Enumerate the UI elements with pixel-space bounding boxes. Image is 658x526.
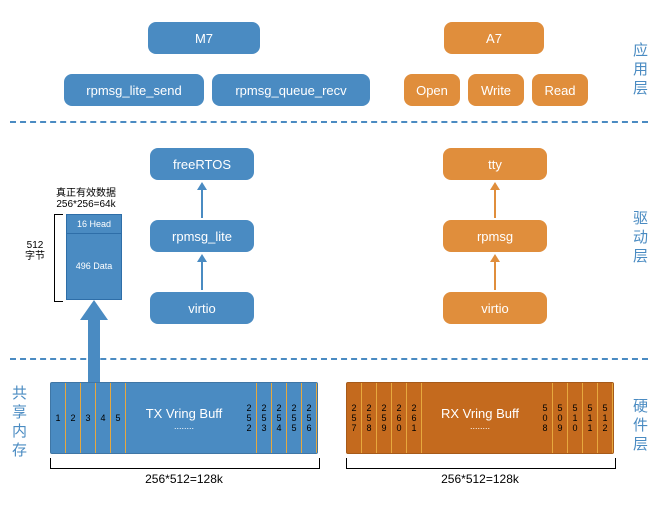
label-drv-layer: 驱动层 bbox=[629, 210, 650, 267]
rx-slot: 259 bbox=[377, 383, 392, 453]
tx-slot: 252 bbox=[242, 383, 257, 453]
rx-slot: 512 bbox=[598, 383, 613, 453]
box-rpmsg-lite-send: rpmsg_lite_send bbox=[64, 74, 204, 106]
arrow-virtio-to-rpmsglite bbox=[196, 254, 208, 290]
dash-app-drv bbox=[10, 121, 648, 123]
rx-slot: 258 bbox=[362, 383, 377, 453]
rx-vring-label: RX Vring Buff ........ bbox=[422, 383, 538, 453]
box-freertos: freeRTOS bbox=[150, 148, 254, 180]
tx-slot: 255 bbox=[287, 383, 302, 453]
packet-title: 真正有效数据 256*256=64k bbox=[36, 188, 136, 210]
bracket-rx bbox=[346, 458, 616, 469]
packet-head: 16 Head bbox=[67, 215, 121, 234]
arrow-virtio-to-rpmsg bbox=[489, 254, 501, 290]
tx-vring-dots: ........ bbox=[174, 421, 194, 431]
bracket-packet bbox=[54, 214, 63, 302]
rx-vring-dots: ........ bbox=[470, 421, 490, 431]
box-write: Write bbox=[468, 74, 524, 106]
rx-caption: 256*512=128k bbox=[346, 472, 614, 486]
tx-slot: 5 bbox=[111, 383, 126, 453]
box-tty: tty bbox=[443, 148, 547, 180]
wide-arrow-slot-to-packet bbox=[78, 300, 110, 384]
packet-title-l1: 真正有效数据 bbox=[56, 188, 116, 199]
tx-slot: 3 bbox=[81, 383, 96, 453]
tx-slot: 253 bbox=[257, 383, 272, 453]
arrow-rpmsg-to-tty bbox=[489, 182, 501, 218]
tx-slot: 1 bbox=[51, 383, 66, 453]
rx-slot: 508 bbox=[538, 383, 553, 453]
tx-slot: 2 bbox=[66, 383, 81, 453]
packet-bytes-unit: 字节 bbox=[25, 251, 45, 262]
rx-slot: 510 bbox=[568, 383, 583, 453]
tx-vring: 1 2 3 4 5 TX Vring Buff ........ 252 253… bbox=[50, 382, 318, 454]
tx-vring-label-text: TX Vring Buff bbox=[146, 406, 223, 421]
box-m7: M7 bbox=[148, 22, 260, 54]
bracket-tx bbox=[50, 458, 320, 469]
packet-bytes: 512 字节 bbox=[20, 240, 50, 262]
label-app-layer: 应用层 bbox=[629, 42, 650, 99]
packet-title-l2: 256*256=64k bbox=[56, 199, 115, 210]
tx-slot: 256 bbox=[302, 383, 317, 453]
box-virtio-left: virtio bbox=[150, 292, 254, 324]
packet-bytes-num: 512 bbox=[27, 240, 44, 251]
box-rpmsg-lite: rpmsg_lite bbox=[150, 220, 254, 252]
box-read: Read bbox=[532, 74, 588, 106]
box-virtio-right: virtio bbox=[443, 292, 547, 324]
box-rpmsg-queue-recv: rpmsg_queue_recv bbox=[212, 74, 370, 106]
rx-slot: 261 bbox=[407, 383, 422, 453]
tx-slot: 4 bbox=[96, 383, 111, 453]
box-open: Open bbox=[404, 74, 460, 106]
label-hw-layer: 硬件层 bbox=[629, 398, 650, 455]
packet-data: 496 Data bbox=[67, 233, 121, 299]
tx-vring-label: TX Vring Buff ........ bbox=[126, 383, 242, 453]
rx-vring-label-text: RX Vring Buff bbox=[441, 406, 519, 421]
rx-slot: 511 bbox=[583, 383, 598, 453]
packet-box: 16 Head 496 Data bbox=[66, 214, 122, 300]
box-rpmsg: rpmsg bbox=[443, 220, 547, 252]
arrow-rpmsglite-to-freertos bbox=[196, 182, 208, 218]
tx-slot: 254 bbox=[272, 383, 287, 453]
rx-slot: 257 bbox=[347, 383, 362, 453]
box-a7: A7 bbox=[444, 22, 544, 54]
tx-caption: 256*512=128k bbox=[50, 472, 318, 486]
rx-slot: 260 bbox=[392, 383, 407, 453]
rx-slot: 509 bbox=[553, 383, 568, 453]
rx-vring: 257 258 259 260 261 RX Vring Buff ......… bbox=[346, 382, 614, 454]
label-shm: 共享内存 bbox=[8, 385, 29, 461]
